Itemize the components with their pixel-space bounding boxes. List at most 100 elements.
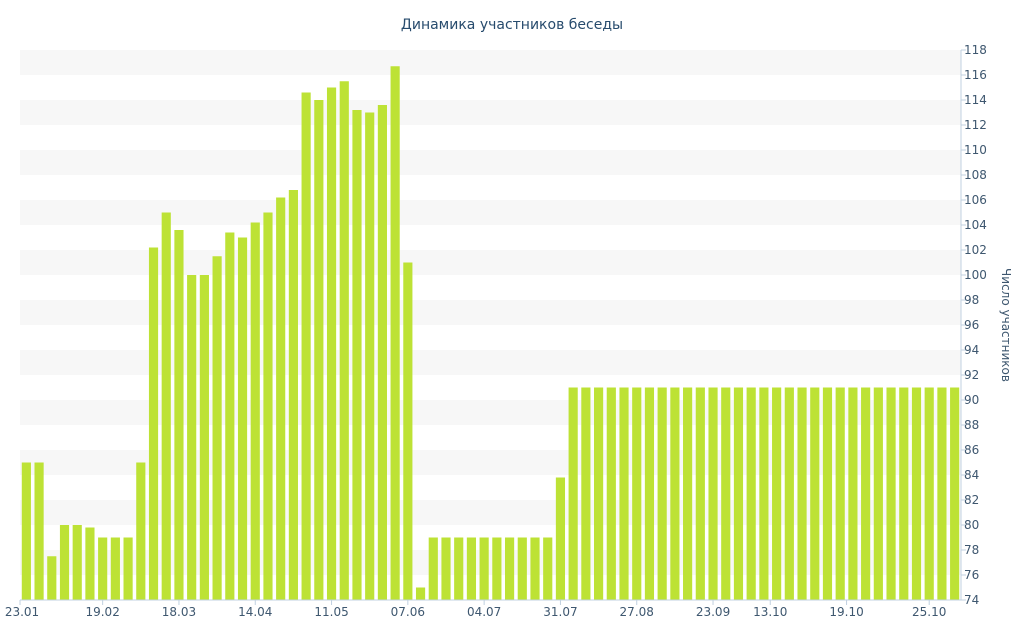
bar	[797, 387, 807, 600]
x-tick-label: 18.03	[162, 605, 196, 619]
grid-band	[20, 550, 961, 575]
bar	[581, 387, 591, 600]
bar	[326, 87, 337, 600]
bar	[59, 525, 70, 600]
bar	[911, 387, 922, 600]
chart-title: Динамика участников беседы	[401, 17, 623, 33]
bar	[733, 387, 744, 600]
bar	[377, 105, 387, 600]
bar	[924, 387, 934, 600]
bar	[644, 387, 655, 600]
bar	[21, 462, 31, 600]
y-tick-label: 116	[964, 68, 987, 82]
bar	[848, 387, 858, 600]
bar	[415, 587, 426, 600]
bar	[708, 387, 718, 600]
bar	[555, 477, 566, 600]
grid-band	[20, 400, 961, 425]
bar	[937, 387, 947, 600]
y-tick-label: 118	[964, 43, 987, 57]
bar	[365, 112, 375, 600]
y-tick-label: 74	[964, 593, 979, 607]
bar	[530, 537, 540, 600]
bar	[288, 190, 298, 600]
bar	[632, 387, 642, 600]
bar	[746, 387, 756, 600]
y-tick-label: 108	[964, 168, 987, 182]
y-tick-label: 80	[964, 518, 979, 532]
y-tick-label: 106	[964, 193, 987, 207]
bar	[85, 527, 95, 600]
y-tick-label: 96	[964, 318, 979, 332]
bar	[721, 387, 731, 600]
y-tick-label: 78	[964, 543, 979, 557]
x-tick-label: 04.07	[467, 605, 501, 619]
bar	[301, 92, 311, 600]
bar	[899, 387, 909, 600]
y-tick-label: 86	[964, 443, 979, 457]
y-tick-label: 114	[964, 93, 987, 107]
bar	[428, 537, 438, 600]
bar	[199, 275, 209, 600]
bar	[148, 247, 159, 600]
bar	[390, 66, 400, 600]
bar	[505, 537, 515, 600]
bar	[759, 387, 769, 600]
bar	[835, 387, 845, 600]
y-tick-label: 94	[964, 343, 979, 357]
grid-band	[20, 300, 961, 325]
bar	[822, 387, 833, 600]
y-tick-label: 98	[964, 293, 979, 307]
x-tick-label: 31.07	[543, 605, 577, 619]
y-axis-title: Число участников	[999, 268, 1013, 382]
bar	[403, 262, 413, 600]
bar	[492, 537, 502, 600]
y-tick-label: 110	[964, 143, 987, 157]
x-tick-label: 27.08	[620, 605, 654, 619]
axes: 74 76 78 80 82 84 86 88 90 92 94 96 98 100 102 104 106 10…	[5, 43, 987, 619]
bar	[466, 537, 477, 600]
grid-band	[20, 500, 961, 525]
grid-band	[20, 100, 961, 125]
bar	[263, 212, 273, 600]
x-tick-label: 23.01	[5, 605, 39, 619]
bar	[594, 387, 604, 600]
bar	[237, 237, 248, 600]
bar	[161, 212, 171, 600]
grid-band	[20, 200, 961, 225]
bar	[772, 387, 782, 600]
grid-bands	[20, 50, 961, 575]
bar	[212, 256, 222, 600]
x-tick-label: 07.06	[391, 605, 425, 619]
bar	[606, 387, 616, 600]
x-tick-label: 11.05	[314, 605, 348, 619]
y-tick-label: 84	[964, 468, 979, 482]
bar	[619, 387, 629, 600]
bar	[950, 387, 960, 600]
bar	[250, 222, 260, 600]
bar	[352, 110, 362, 600]
bar	[72, 525, 82, 600]
bars	[21, 66, 960, 600]
bar	[441, 537, 451, 600]
y-tick-label: 90	[964, 393, 979, 407]
grid-band	[20, 350, 961, 375]
bar	[276, 197, 286, 600]
bar	[517, 537, 527, 600]
bar	[174, 230, 184, 600]
y-tick-label: 88	[964, 418, 979, 432]
bar	[784, 387, 794, 600]
bar	[187, 275, 197, 600]
grid-band	[20, 450, 961, 475]
bar	[683, 387, 693, 600]
bar	[47, 556, 57, 600]
bar	[568, 387, 578, 600]
bar	[657, 387, 667, 600]
bar	[225, 232, 235, 600]
bar	[98, 537, 108, 600]
bar	[670, 387, 680, 600]
y-tick-label: 100	[964, 268, 987, 282]
bar	[886, 387, 896, 600]
